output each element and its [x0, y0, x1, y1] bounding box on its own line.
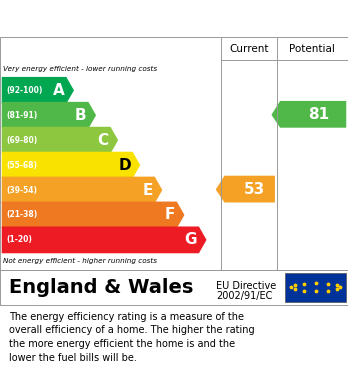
Text: Current: Current: [229, 44, 269, 54]
Text: F: F: [165, 208, 175, 222]
Polygon shape: [271, 101, 346, 128]
Text: 2002/91/EC: 2002/91/EC: [216, 291, 272, 301]
Text: (55-68): (55-68): [6, 161, 37, 170]
Polygon shape: [2, 201, 184, 228]
Text: (81-91): (81-91): [6, 111, 37, 120]
Text: D: D: [118, 158, 131, 172]
Text: 81: 81: [308, 107, 329, 122]
Text: A: A: [53, 83, 65, 98]
Text: Energy Efficiency Rating: Energy Efficiency Rating: [9, 9, 238, 28]
Text: (92-100): (92-100): [6, 86, 42, 95]
Text: The energy efficiency rating is a measure of the
overall efficiency of a home. T: The energy efficiency rating is a measur…: [9, 312, 254, 363]
Text: Very energy efficient - lower running costs: Very energy efficient - lower running co…: [3, 66, 157, 72]
Polygon shape: [2, 152, 140, 179]
Text: (39-54): (39-54): [6, 185, 37, 195]
Polygon shape: [2, 226, 207, 253]
Polygon shape: [2, 127, 118, 154]
Bar: [285, 273, 346, 302]
Polygon shape: [2, 177, 162, 203]
Text: G: G: [185, 232, 197, 248]
Text: (21-38): (21-38): [6, 210, 37, 219]
Text: Potential: Potential: [290, 44, 335, 54]
Polygon shape: [216, 176, 275, 203]
Text: (1-20): (1-20): [6, 235, 32, 244]
Text: (69-80): (69-80): [6, 136, 37, 145]
Polygon shape: [2, 102, 96, 129]
Text: E: E: [143, 183, 153, 197]
Text: 53: 53: [244, 182, 266, 197]
Text: Not energy efficient - higher running costs: Not energy efficient - higher running co…: [3, 258, 157, 264]
Text: EU Directive: EU Directive: [216, 281, 276, 291]
Polygon shape: [2, 77, 74, 104]
Text: B: B: [75, 108, 87, 123]
Text: England & Wales: England & Wales: [9, 278, 193, 297]
Text: C: C: [98, 133, 109, 148]
